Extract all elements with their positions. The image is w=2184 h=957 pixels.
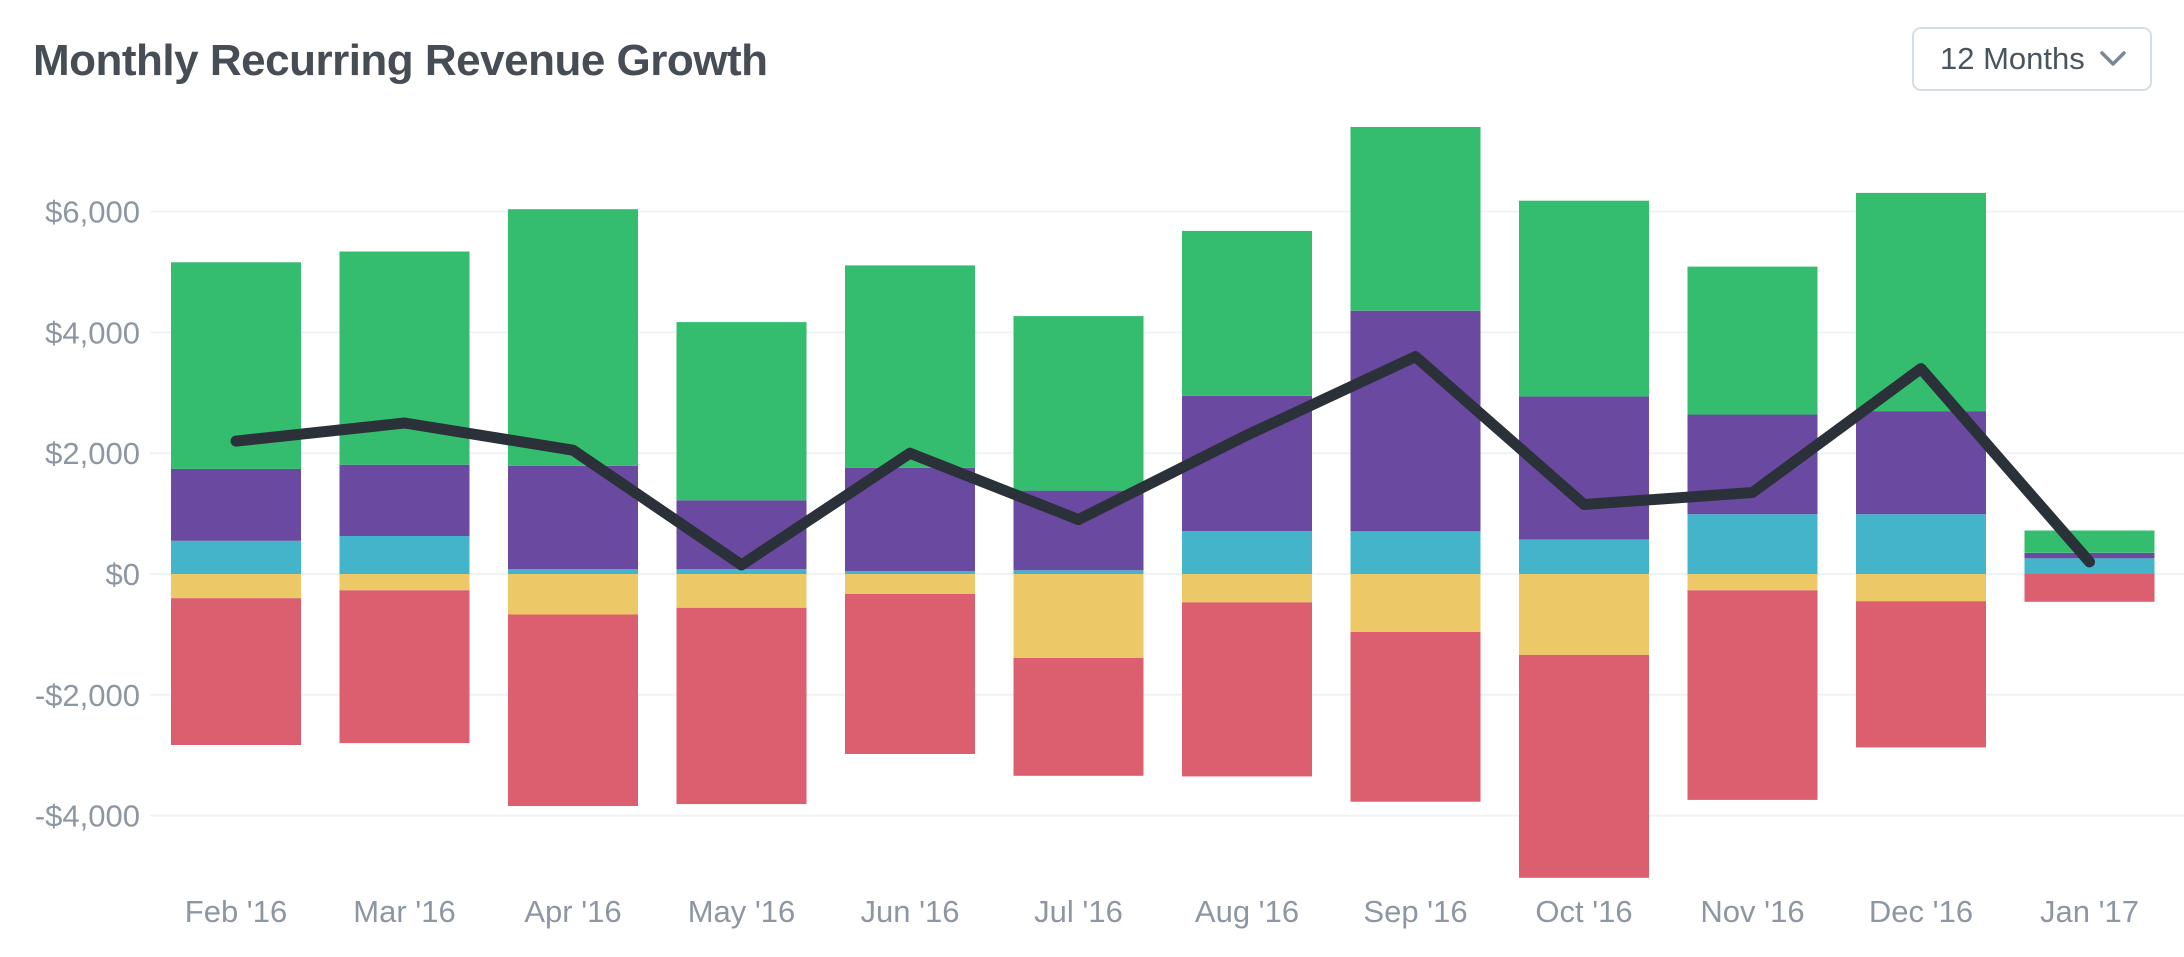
y-axis-label: $0 <box>106 557 140 592</box>
yellow-segment[interactable] <box>1856 574 1986 602</box>
yellow-segment[interactable] <box>676 574 807 608</box>
x-axis-label: Sep '16 <box>1363 894 1467 929</box>
bar-jun-16 <box>845 265 975 754</box>
teal-segment[interactable] <box>339 535 470 574</box>
x-axis-label: Feb '16 <box>185 894 287 929</box>
green-segment[interactable] <box>1687 266 1818 415</box>
x-axis-label: Mar '16 <box>353 894 455 929</box>
green-segment[interactable] <box>2024 530 2155 553</box>
red-segment[interactable] <box>339 590 470 744</box>
red-segment[interactable] <box>1519 654 1649 878</box>
y-axis-labels: $6,000 $4,000 $2,000 $0 -$2,000 -$4,000 <box>35 195 140 834</box>
red-segment[interactable] <box>845 593 975 754</box>
teal-segment[interactable] <box>845 571 975 574</box>
yellow-segment[interactable] <box>339 574 470 591</box>
bar-sep-16 <box>1350 127 1481 802</box>
green-segment[interactable] <box>1350 127 1481 311</box>
x-axis-labels: Feb '16 Mar '16 Apr '16 May '16 Jun '16 Jul '… <box>185 894 2139 929</box>
green-segment[interactable] <box>1182 230 1312 396</box>
x-axis-label: Dec '16 <box>1869 894 1973 929</box>
teal-segment[interactable] <box>1350 531 1481 574</box>
bar-nov-16 <box>1687 266 1818 800</box>
red-segment[interactable] <box>1182 602 1312 777</box>
green-segment[interactable] <box>1856 192 1986 412</box>
x-axis-label: Oct '16 <box>1535 894 1632 929</box>
teal-segment[interactable] <box>1856 514 1986 574</box>
time-range-select[interactable]: 12 Months <box>1912 27 2152 91</box>
net-mrr-line <box>230 351 2095 571</box>
yellow-segment[interactable] <box>845 574 975 594</box>
net-line-layer <box>230 351 2095 571</box>
x-axis-label: Nov '16 <box>1700 894 1804 929</box>
chevron-down-icon <box>2100 51 2126 67</box>
green-segment[interactable] <box>1519 200 1649 397</box>
teal-segment[interactable] <box>508 569 638 574</box>
time-range-value: 12 Months <box>1940 41 2085 76</box>
grid-layer <box>150 210 2184 817</box>
y-axis-label: -$4,000 <box>35 799 140 834</box>
bar-mar-16 <box>339 251 470 744</box>
bar-may-16 <box>676 322 807 805</box>
x-axis-label: Aug '16 <box>1195 894 1299 929</box>
teal-segment[interactable] <box>1519 539 1649 574</box>
yellow-segment[interactable] <box>1687 574 1818 591</box>
y-axis-label: $4,000 <box>45 315 140 350</box>
bar-feb-16 <box>171 262 301 745</box>
yellow-segment[interactable] <box>171 574 301 599</box>
purple-segment[interactable] <box>1856 411 1986 515</box>
x-axis-label: Jan '17 <box>2040 894 2139 929</box>
red-segment[interactable] <box>2024 574 2155 602</box>
yellow-segment[interactable] <box>1182 574 1312 603</box>
y-axis-label: $2,000 <box>45 436 140 471</box>
red-segment[interactable] <box>1013 658 1144 776</box>
bar-oct-16 <box>1519 200 1649 878</box>
bar-dec-16 <box>1856 192 1986 748</box>
purple-segment[interactable] <box>1350 310 1481 532</box>
red-segment[interactable] <box>508 614 638 807</box>
bar-jan-17 <box>2024 530 2155 602</box>
x-axis-label: Jul '16 <box>1034 894 1123 929</box>
green-segment[interactable] <box>508 209 638 466</box>
x-axis-label: Apr '16 <box>524 894 621 929</box>
purple-segment[interactable] <box>171 468 301 541</box>
green-segment[interactable] <box>1013 316 1144 491</box>
x-axis-label: Jun '16 <box>861 894 960 929</box>
y-axis-label: -$2,000 <box>35 678 140 713</box>
yellow-segment[interactable] <box>1013 574 1144 658</box>
purple-segment[interactable] <box>339 464 470 536</box>
bar-jul-16 <box>1013 316 1144 776</box>
red-segment[interactable] <box>1687 590 1818 800</box>
red-segment[interactable] <box>1350 632 1481 802</box>
yellow-segment[interactable] <box>1350 574 1481 632</box>
yellow-segment[interactable] <box>508 574 638 615</box>
green-segment[interactable] <box>676 322 807 501</box>
teal-segment[interactable] <box>171 540 301 574</box>
yellow-segment[interactable] <box>1519 574 1649 655</box>
teal-segment[interactable] <box>1013 570 1144 574</box>
teal-segment[interactable] <box>1687 514 1818 574</box>
bar-apr-16 <box>508 209 638 806</box>
green-segment[interactable] <box>845 265 975 468</box>
teal-segment[interactable] <box>1182 531 1312 574</box>
bar-aug-16 <box>1182 230 1312 777</box>
red-segment[interactable] <box>171 598 301 745</box>
bars-layer <box>171 127 2155 878</box>
chart-title: Monthly Recurring Revenue Growth <box>33 36 768 85</box>
x-axis-label: May '16 <box>688 894 796 929</box>
y-axis-label: $6,000 <box>45 195 140 230</box>
red-segment[interactable] <box>676 607 807 805</box>
red-segment[interactable] <box>1856 601 1986 748</box>
teal-segment[interactable] <box>676 569 807 574</box>
